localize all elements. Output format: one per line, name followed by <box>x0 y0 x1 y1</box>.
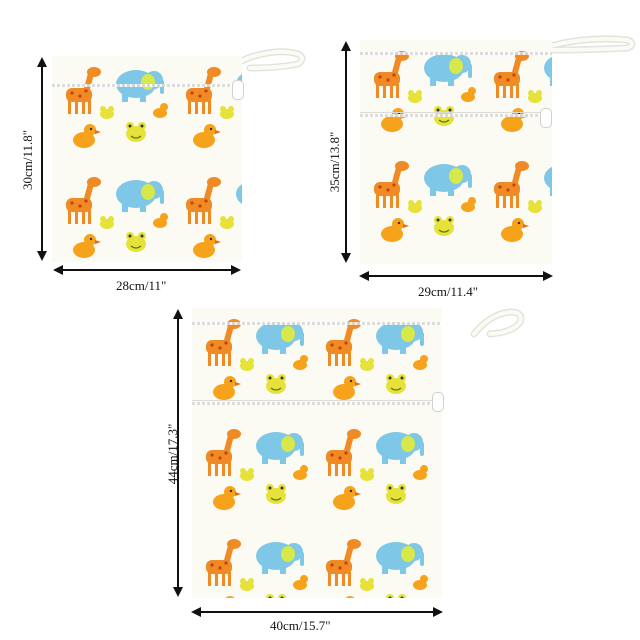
medium-bag-zipper-pull[interactable] <box>540 108 552 128</box>
medium-bag-height-arrow <box>341 41 351 263</box>
small-bag-print <box>52 56 242 262</box>
large-bag-width-label: 40cm/15.7" <box>270 618 331 633</box>
small-bag-width-arrow <box>53 265 241 275</box>
medium-bag-print <box>360 40 552 264</box>
large-bag-width-arrow <box>191 607 443 617</box>
medium-bag-height-label: 35cm/13.8" <box>327 131 342 193</box>
medium-bag-width-arrow <box>359 271 553 281</box>
small-bag-width-label: 28cm/11" <box>116 278 167 293</box>
large-bag-height-label: 44cm/17.3" <box>165 423 180 485</box>
small-bag-height-arrow <box>37 57 47 261</box>
small-bag-body <box>52 56 242 262</box>
large-bag-body <box>192 308 442 598</box>
medium-bag-strap <box>546 35 636 54</box>
large-bag-top-zipper <box>192 322 442 325</box>
small-bag-zipper-pull[interactable] <box>232 80 244 100</box>
medium-bag-body <box>360 40 552 264</box>
medium-bag-top-zipper <box>360 52 552 55</box>
small-bag-zipper <box>52 84 242 87</box>
large-bag-strap <box>470 308 525 338</box>
medium-bag-width-label: 29cm/11.4" <box>418 284 479 299</box>
large-bag-height-arrow <box>173 309 183 597</box>
large-bag-pocket-seam <box>192 400 442 401</box>
large-bag-pocket-zipper <box>192 402 442 405</box>
large-bag-print <box>192 308 442 598</box>
small-bag-height-label: 30cm/11.8" <box>20 129 35 191</box>
small-bag-strap <box>228 48 306 72</box>
large-bag-zipper-pull[interactable] <box>432 392 444 412</box>
medium-bag-pocket-seam <box>360 112 552 113</box>
medium-bag-pocket-zipper <box>360 114 552 117</box>
